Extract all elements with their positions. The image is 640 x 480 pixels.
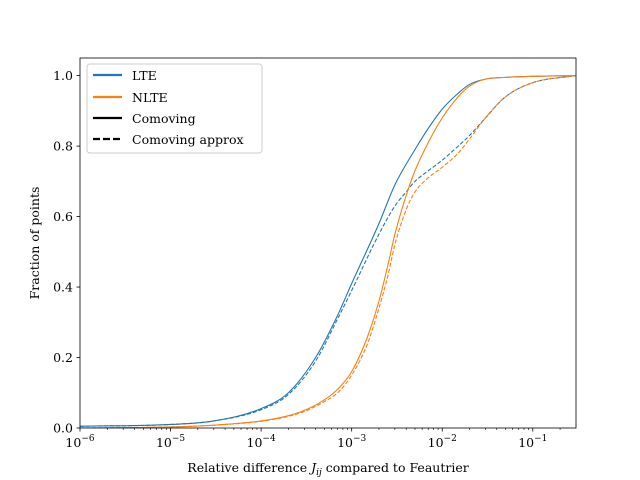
x-tick-label-exponent: −4 [262,434,276,444]
y-tick-label: 0.2 [53,350,73,365]
x-tick-label: 10−2 [428,434,457,450]
x-tick-label-base: 10 [156,435,172,450]
legend-label-comoving: Comoving [132,111,196,126]
x-axis-label-prefix: Relative difference [187,460,311,475]
legend-label-lte: LTE [132,68,157,83]
axes-frame [79,57,577,429]
x-tick-label: 10−3 [337,434,366,450]
x-tick-label: 10−5 [156,434,185,450]
x-tick-label-exponent: −6 [81,434,95,444]
series-line-nlte-comoving-approx [80,75,576,428]
x-tick-label-base: 10 [518,435,534,450]
x-tick-label-exponent: −5 [172,434,186,444]
y-tick-label: 0.6 [53,209,73,224]
x-axis-label-suffix: compared to Feautrier [322,460,469,475]
x-tick-label-base: 10 [337,435,353,450]
x-tick-label: 10−4 [247,434,276,450]
x-axis-label: Relative difference Jij compared to Feau… [187,460,468,478]
y-tick-label: 1.0 [53,68,73,83]
x-tick-label: 10−1 [518,434,547,450]
y-tick-label: 0.0 [53,421,73,436]
x-tick-label-base: 10 [428,435,444,450]
x-tick-label-exponent: −3 [353,434,367,444]
x-tick-label: 10−6 [65,434,94,450]
x-tick-label-exponent: −2 [444,434,457,444]
series-line-lte-comoving-approx [80,75,576,427]
y-tick-label: 0.8 [53,139,73,154]
legend-label-nlte: NLTE [132,90,168,105]
y-axis-ticks: 0.0 0.2 0.4 0.6 0.8 1.0 [53,68,80,436]
x-axis-ticks: 10−6 10−5 10−4 10−3 10−2 10−1 [65,428,561,450]
legend-box [86,63,263,154]
x-tick-label-base: 10 [247,435,263,450]
series-group [80,75,576,428]
legend: LTE NLTE Comoving Comoving approx [86,63,263,154]
legend-label-comoving-approx: Comoving approx [132,132,244,147]
x-axis-label-sub: ij [316,468,322,478]
x-axis-label-var: J [308,460,317,475]
x-tick-label-base: 10 [65,435,81,450]
x-tick-label-exponent: −1 [534,434,547,444]
y-tick-label: 0.4 [53,280,73,295]
y-axis-label: Fraction of points [27,187,42,300]
